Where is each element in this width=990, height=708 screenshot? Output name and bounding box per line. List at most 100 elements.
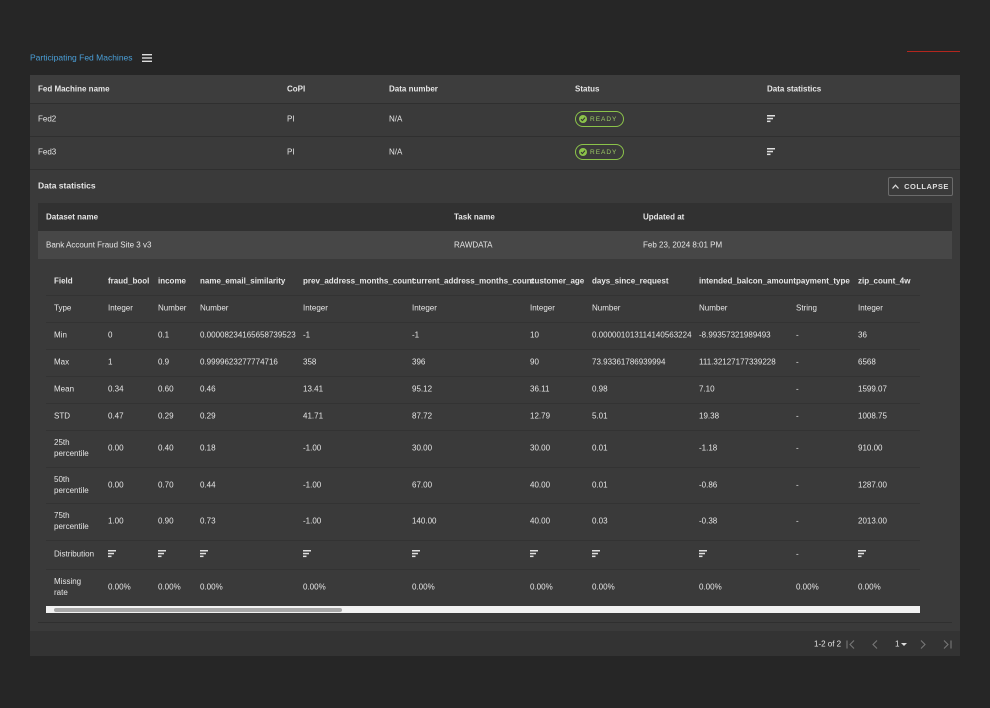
cell: 0.18: [200, 443, 216, 453]
prev-page[interactable]: [872, 640, 878, 649]
cell: 12.79: [530, 411, 551, 421]
cell: -: [796, 357, 799, 367]
column-header: prev_address_months_count: [303, 276, 415, 286]
row-divider: [46, 503, 920, 504]
column-header: name_email_similarity: [200, 276, 286, 286]
distribution-icon[interactable]: [699, 550, 708, 558]
distribution-icon[interactable]: [200, 550, 209, 558]
row-label: Distribution: [54, 549, 95, 559]
row-label: STD: [54, 411, 70, 421]
cell: Bank Account Fraud Site 3 v3: [46, 240, 152, 250]
cell: 0.01: [592, 443, 608, 453]
section-title: Participating Fed Machines: [30, 52, 133, 63]
stats-title: Data statistics: [38, 180, 96, 191]
cell: 140.00: [412, 516, 437, 526]
dataset-row[interactable]: [38, 231, 952, 259]
cell: Number: [158, 303, 187, 313]
row-label: Min: [54, 330, 67, 340]
stats-table: Field fraud_bool income name_email_similari…: [46, 265, 920, 605]
distribution-icon[interactable]: [412, 550, 421, 558]
cell: 7.10: [699, 384, 715, 394]
cell: Fed2: [38, 114, 57, 124]
cell: -: [796, 549, 799, 559]
dropdown-arrow[interactable]: [901, 643, 907, 646]
cell: 0.00%: [858, 582, 881, 592]
distribution-icon[interactable]: [592, 550, 601, 558]
cell: 67.00: [412, 480, 433, 490]
cell: Fed3: [38, 147, 57, 157]
column-header: income: [158, 276, 187, 286]
cell: RAWDATA: [454, 240, 493, 250]
cell: 0.00%: [158, 582, 181, 592]
row-label: Type: [54, 303, 72, 313]
row-divider: [46, 322, 920, 323]
column-header: Data number: [389, 84, 438, 94]
cell: 0.60: [158, 384, 174, 394]
distribution-icon[interactable]: [158, 550, 167, 558]
column-header: fraud_bool: [108, 276, 150, 286]
row-label: 50th percentile: [54, 475, 89, 495]
cell: 40.00: [530, 480, 551, 490]
row-divider: [30, 136, 960, 137]
cell: -: [796, 384, 799, 394]
cell: -0.38: [699, 516, 718, 526]
cell: -1: [303, 330, 311, 340]
row-divider: [46, 376, 920, 377]
cell: 87.72: [412, 411, 433, 421]
collapse-button[interactable]: COLLAPSE: [888, 177, 953, 196]
cell: 0.00%: [796, 582, 819, 592]
column-header: Dataset name: [46, 212, 99, 222]
cell: Feb 23, 2024 8:01 PM: [643, 240, 723, 250]
page-select[interactable]: 1: [895, 639, 900, 649]
row-divider: [46, 295, 920, 296]
cell: N/A: [389, 147, 403, 157]
stats-icon[interactable]: [767, 115, 776, 123]
cell: 0.01: [592, 480, 608, 490]
column-header: days_since_request: [592, 276, 669, 286]
row-divider: [46, 569, 920, 570]
stats-icon[interactable]: [767, 148, 776, 156]
cell: 0.00: [108, 480, 124, 490]
next-page[interactable]: [920, 640, 926, 649]
column-header: Updated at: [643, 212, 685, 222]
cell: 0.40: [158, 443, 174, 453]
last-page[interactable]: [943, 640, 952, 649]
cell: Integer: [530, 303, 555, 313]
cell: 0.00008234165658739523: [200, 330, 296, 340]
distribution-icon[interactable]: [303, 550, 312, 558]
cell: -1.00: [303, 443, 322, 453]
cell: 1287.00: [858, 480, 887, 490]
row-label: Mean: [54, 384, 75, 394]
cell: 111.32127177339228: [699, 357, 776, 367]
column-header: customer_age: [530, 276, 585, 286]
cell: -: [796, 411, 799, 421]
distribution-icon[interactable]: [858, 550, 867, 558]
cell: 0.9: [158, 357, 170, 367]
status-text: READY: [590, 115, 618, 123]
cell: 36: [858, 330, 867, 340]
pagination-icons: [846, 640, 952, 649]
cell: 30.00: [412, 443, 433, 453]
cell: Integer: [108, 303, 133, 313]
cell: 0.00%: [592, 582, 615, 592]
cell: 5.01: [592, 411, 608, 421]
cell: 0.00%: [108, 582, 131, 592]
scrollbar[interactable]: [46, 606, 920, 613]
cell: Integer: [412, 303, 437, 313]
cell: 0.70: [158, 480, 174, 490]
cell: 0.00%: [412, 582, 435, 592]
scroll-thumb[interactable]: [54, 607, 342, 612]
distribution-icon[interactable]: [530, 550, 539, 558]
first-page[interactable]: [846, 640, 855, 649]
column-header: CoPI: [287, 84, 306, 94]
row-divider: [46, 467, 920, 468]
distribution-icon[interactable]: [108, 550, 117, 558]
cell: 0.73: [200, 516, 216, 526]
cell: 0.98: [592, 384, 608, 394]
row-label: 25th percentile: [54, 438, 89, 458]
cell: 41.71: [303, 411, 324, 421]
menu-icon[interactable]: [142, 53, 153, 63]
column-header: intended_balcon_amount: [699, 276, 796, 286]
cell: 19.38: [699, 411, 720, 421]
